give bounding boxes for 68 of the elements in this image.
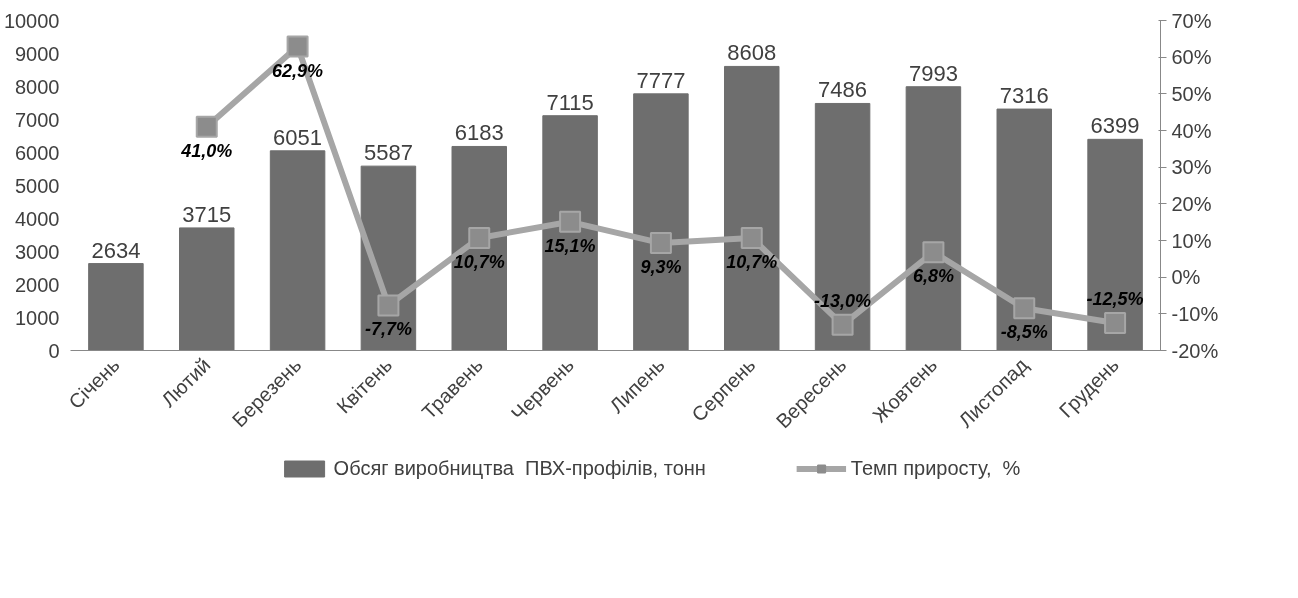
y2-tick-label: 40% bbox=[1171, 119, 1212, 142]
point bbox=[922, 241, 945, 264]
data-label: 7486 bbox=[818, 77, 868, 103]
bar bbox=[179, 227, 235, 351]
point bbox=[649, 232, 672, 255]
point bbox=[559, 210, 582, 233]
y-tick-label: 5000 bbox=[15, 174, 60, 197]
data-label: 5587 bbox=[363, 140, 413, 166]
bar bbox=[269, 150, 326, 351]
data-label: 7115 bbox=[546, 89, 594, 115]
data-label: 10,7% bbox=[453, 251, 505, 272]
data-label: 41,0% bbox=[180, 140, 233, 161]
data-label: -13,0% bbox=[814, 290, 872, 311]
point bbox=[1013, 297, 1036, 320]
point bbox=[740, 226, 763, 249]
data-label: 7777 bbox=[636, 67, 686, 93]
point bbox=[286, 35, 309, 58]
legend-label: Обсяг виробництва ПВХ-профілів, тонн bbox=[333, 456, 706, 480]
data-label: 6399 bbox=[1090, 113, 1140, 139]
y-tick-label: 10000 bbox=[3, 9, 60, 32]
bar bbox=[996, 108, 1052, 351]
data-label: 3715 bbox=[182, 201, 232, 227]
bar bbox=[905, 86, 962, 351]
y2-tick-label: 10% bbox=[1171, 229, 1212, 252]
bar bbox=[633, 93, 689, 351]
data-label: 10,7% bbox=[726, 251, 778, 272]
y-tick-label: 7000 bbox=[15, 108, 60, 131]
y-tick-label: 4000 bbox=[15, 207, 60, 230]
bar bbox=[724, 65, 780, 351]
legend-label: Темп приросту, % bbox=[850, 456, 1021, 480]
y-tick-label: 9000 bbox=[15, 42, 60, 65]
data-label: 62,9% bbox=[272, 60, 324, 81]
point bbox=[195, 115, 218, 138]
bar bbox=[542, 115, 598, 351]
y2-tick-label: 0% bbox=[1171, 266, 1201, 289]
data-label: 9,3% bbox=[640, 257, 682, 278]
data-label: -12,5% bbox=[1086, 289, 1144, 309]
data-label: -7,7% bbox=[364, 319, 412, 340]
y2-tick-label: -20% bbox=[1171, 339, 1219, 362]
y2-tick-label: 60% bbox=[1171, 46, 1212, 69]
point bbox=[377, 294, 400, 317]
data-label: 7316 bbox=[999, 83, 1049, 109]
bar bbox=[1087, 138, 1143, 351]
y2-tick-label: 70% bbox=[1171, 9, 1212, 32]
data-label: 15,1% bbox=[544, 235, 596, 256]
y-tick-label: 3000 bbox=[15, 240, 60, 263]
point bbox=[1104, 312, 1127, 334]
y2-tick-label: 50% bbox=[1171, 82, 1212, 105]
data-label: 7993 bbox=[908, 60, 958, 86]
y-tick-label: 0 bbox=[48, 339, 60, 362]
y2-tick-label: -10% bbox=[1171, 302, 1219, 325]
y-tick-label: 6000 bbox=[15, 141, 60, 164]
data-label: 8608 bbox=[727, 40, 777, 66]
data-label: 6183 bbox=[454, 120, 504, 146]
data-label: -8,5% bbox=[1000, 322, 1048, 343]
point bbox=[468, 226, 491, 249]
y-tick-label: 2000 bbox=[15, 273, 60, 296]
bar bbox=[88, 263, 144, 351]
data-label: 6,8% bbox=[912, 266, 954, 287]
bar bbox=[451, 145, 507, 351]
y2-tick-label: 30% bbox=[1171, 156, 1212, 179]
bar bbox=[814, 102, 871, 351]
data-label: 2634 bbox=[91, 237, 141, 263]
point bbox=[831, 313, 854, 336]
y2-tick-label: 20% bbox=[1171, 192, 1212, 215]
data-label: 6051 bbox=[273, 124, 323, 150]
y-tick-label: 8000 bbox=[15, 75, 60, 98]
y-tick-label: 1000 bbox=[15, 306, 60, 329]
